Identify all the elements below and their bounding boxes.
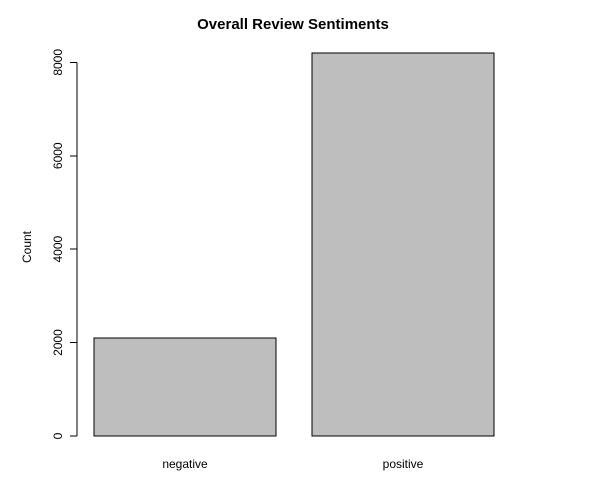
y-tick-label: 2000 [51,329,65,356]
y-axis: 0 2000 4000 6000 8000 [51,49,78,439]
x-tick-label-negative: negative [162,457,208,471]
y-tick-label: 4000 [51,236,65,263]
x-axis-labels: negative positive [162,457,423,471]
chart-title: Overall Review Sentiments [197,16,389,33]
y-axis-label: Count [20,230,34,263]
x-tick-label-positive: positive [383,457,424,471]
bar-positive [311,52,495,437]
bar-negative [93,337,277,437]
bars [93,52,495,437]
y-tick-label: 6000 [51,142,65,169]
y-tick-label: 8000 [51,49,65,76]
y-tick-label: 0 [51,432,65,439]
